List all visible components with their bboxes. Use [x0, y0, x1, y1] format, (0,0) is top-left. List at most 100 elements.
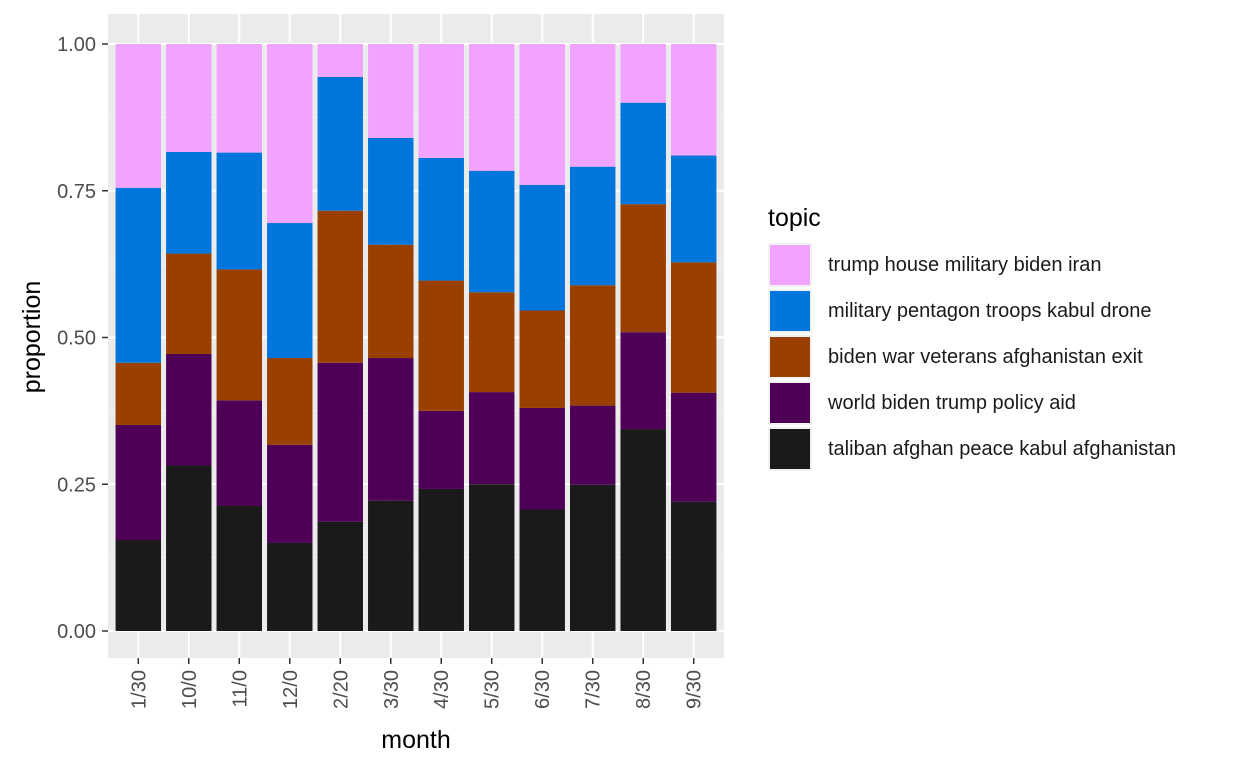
bar-segment — [166, 152, 212, 254]
legend-items: trump house military biden iran military … — [768, 242, 1238, 472]
legend-label: military pentagon troops kabul drone — [828, 299, 1152, 322]
y-tick-label: 0.00 — [57, 621, 96, 643]
bar-segment — [418, 44, 464, 158]
bar-segment — [317, 521, 363, 631]
bar-segment — [216, 400, 262, 506]
bar-segment — [317, 210, 363, 363]
bar-segment — [519, 184, 565, 311]
bar-segment — [570, 285, 616, 406]
x-axis-title: month — [381, 726, 450, 754]
legend-key-swatch — [768, 335, 812, 379]
bar-segment — [469, 170, 515, 293]
bar-segment — [216, 505, 262, 631]
x-tick-label: 5/30 — [482, 670, 504, 709]
bar-segment — [519, 44, 565, 185]
bar-segment — [368, 137, 414, 245]
x-tick-label: 8/30 — [633, 670, 655, 709]
bar-segment — [418, 488, 464, 631]
legend-key-swatch — [768, 289, 812, 333]
legend: topic trump house military biden iran mil… — [768, 200, 1238, 472]
legend-item: military pentagon troops kabul drone — [768, 288, 1238, 334]
legend-title: topic — [768, 204, 821, 232]
x-tick-label: 1/30 — [128, 670, 150, 709]
bar-segment — [166, 465, 212, 631]
bar-segment — [267, 542, 313, 631]
bar-segment — [166, 44, 212, 153]
x-tick-label: 9/30 — [684, 670, 706, 709]
x-tick-label: 7/30 — [583, 670, 605, 709]
bars — [115, 44, 717, 631]
x-tick-label: 12/0 — [280, 670, 302, 709]
bar-segment — [267, 444, 313, 543]
x-axis: 1/30 10/0 11/0 12/0 2/20 3/30 4/30 5/30 6/30 7/30… — [128, 658, 706, 709]
bar-segment — [469, 44, 515, 171]
bar-segment — [620, 429, 666, 631]
bar-segment — [115, 424, 162, 541]
bar-segment — [317, 44, 363, 77]
bar-segment — [418, 157, 464, 281]
bar-segment — [418, 280, 464, 411]
legend-label: taliban afghan peace kabul afghanistan — [828, 437, 1177, 460]
bar-segment — [670, 44, 717, 156]
legend-item: biden war veterans afghanistan exit — [768, 334, 1238, 380]
bar-segment — [267, 44, 313, 224]
bar-segment — [620, 102, 666, 205]
bar-segment — [267, 223, 313, 359]
legend-label: trump house military biden iran — [828, 253, 1102, 276]
bar-segment — [469, 292, 515, 393]
legend-key-swatch — [768, 381, 812, 425]
bar-segment — [115, 540, 162, 631]
bar-segment — [670, 392, 717, 502]
bar-segment — [670, 262, 717, 393]
bar-segment — [166, 253, 212, 354]
bar-segment — [469, 484, 515, 631]
bar-segment — [670, 501, 717, 631]
bar-segment — [115, 44, 162, 188]
y-axis: 0.00 0.25 0.50 0.75 1.00 — [57, 34, 108, 643]
bar-segment — [570, 166, 616, 286]
bar-segment — [469, 392, 515, 485]
bar-segment — [216, 44, 262, 153]
legend-key-swatch — [768, 427, 812, 471]
x-tick-label: 11/0 — [229, 670, 251, 707]
bar-segment — [620, 204, 666, 333]
bar-segment — [368, 244, 414, 359]
legend-label: biden war veterans afghanistan exit — [828, 345, 1143, 368]
y-tick-label: 0.50 — [57, 328, 96, 350]
bar-segment — [570, 484, 616, 631]
y-tick-label: 1.00 — [57, 34, 96, 56]
x-tick-label: 2/20 — [330, 670, 352, 709]
bar-segment — [519, 509, 565, 631]
bar-segment — [317, 362, 363, 522]
y-axis-title: proportion — [18, 281, 46, 394]
legend-item: world biden trump policy aid — [768, 380, 1238, 426]
bar-segment — [317, 76, 363, 211]
bar-segment — [519, 310, 565, 408]
bar-segment — [418, 410, 464, 489]
y-tick-label: 0.75 — [57, 181, 96, 203]
legend-key-swatch — [768, 243, 812, 287]
x-tick-label: 10/0 — [179, 670, 201, 709]
bar-segment — [216, 152, 262, 270]
bar-segment — [519, 407, 565, 510]
legend-label: world biden trump policy aid — [828, 391, 1076, 414]
bar-segment — [368, 500, 414, 631]
bar-segment — [267, 358, 313, 445]
x-tick-label: 3/30 — [381, 670, 403, 709]
legend-item: trump house military biden iran — [768, 242, 1238, 288]
x-tick-label: 6/30 — [532, 670, 554, 709]
bar-segment — [620, 44, 666, 103]
bar-segment — [368, 44, 414, 138]
bar-segment — [570, 44, 616, 167]
bar-segment — [570, 405, 616, 485]
bar-segment — [115, 362, 162, 425]
bar-segment — [620, 332, 666, 430]
bar-segment — [368, 358, 414, 501]
y-tick-label: 0.25 — [57, 474, 96, 496]
legend-item: taliban afghan peace kabul afghanistan — [768, 426, 1238, 472]
bar-segment — [115, 187, 162, 363]
bar-segment — [670, 155, 717, 263]
x-tick-label: 4/30 — [431, 670, 453, 709]
bar-segment — [216, 269, 262, 401]
